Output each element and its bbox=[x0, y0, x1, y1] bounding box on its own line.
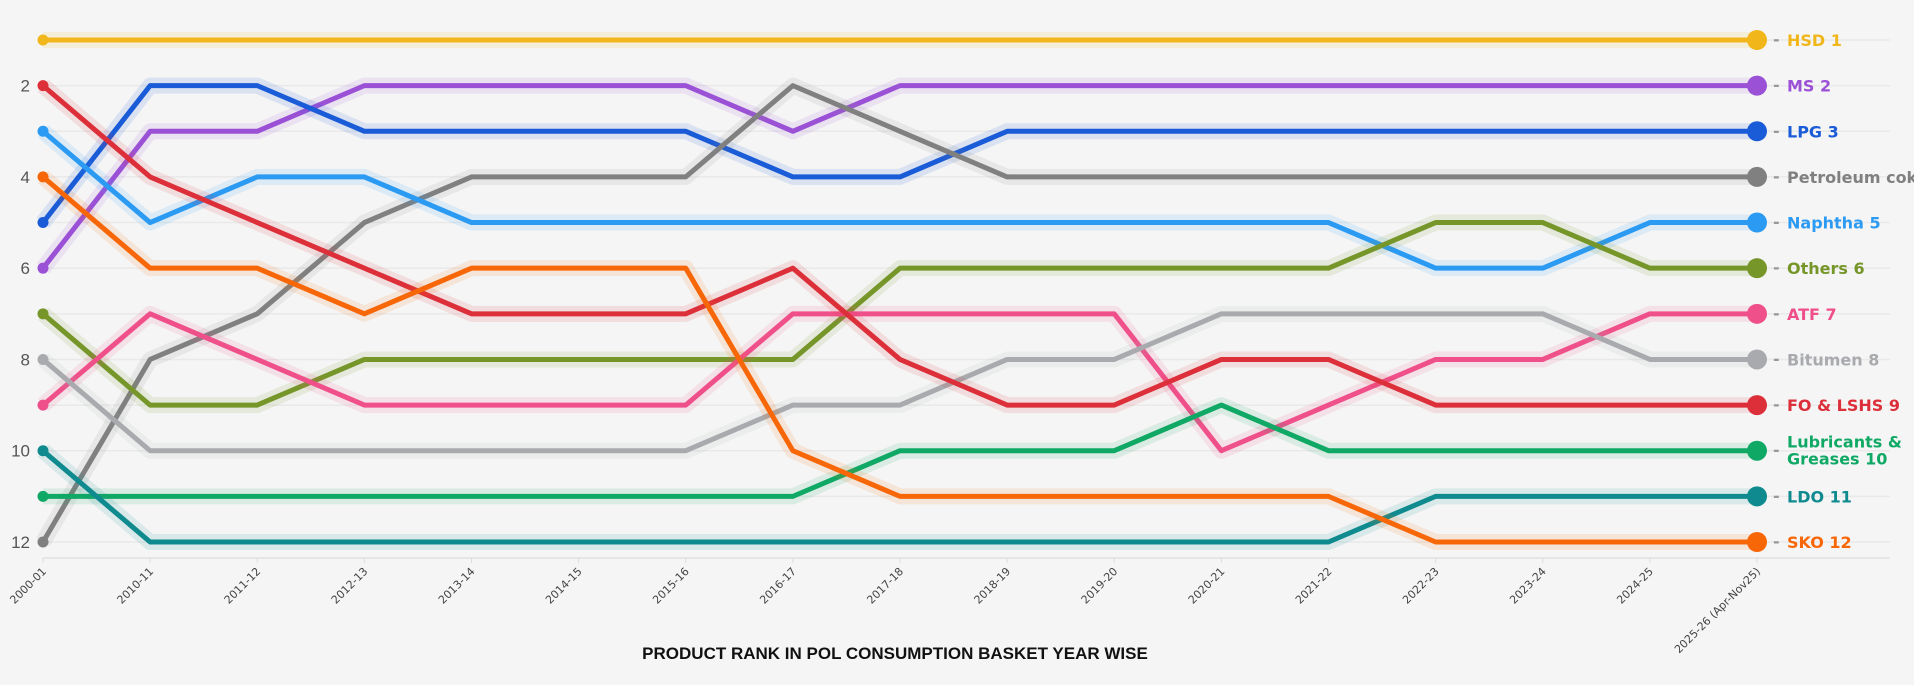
series-fo-lshs bbox=[37, 79, 1767, 416]
start-point bbox=[37, 217, 49, 229]
legend-label: LDO 11 bbox=[1787, 487, 1852, 506]
series-ldo bbox=[37, 444, 1767, 550]
x-tick-label: 2018-19 bbox=[972, 565, 1014, 607]
x-tick-label: 2021-22 bbox=[1293, 565, 1335, 607]
legend-label: HSD 1 bbox=[1787, 31, 1842, 50]
start-point bbox=[37, 34, 49, 46]
legend-label: ATF 7 bbox=[1787, 305, 1837, 324]
series-line bbox=[41, 175, 1757, 545]
x-tick-label: 2024-25 bbox=[1614, 565, 1656, 607]
start-point bbox=[37, 262, 49, 274]
legend-dash: - bbox=[1773, 258, 1780, 277]
legend-dash: - bbox=[1773, 441, 1780, 460]
y-axis: 2 4 6 8 10 12 bbox=[11, 77, 30, 552]
end-point bbox=[1747, 121, 1767, 142]
x-tick-label: 2022-23 bbox=[1400, 565, 1442, 607]
end-point bbox=[1747, 349, 1767, 370]
x-tick-label: 2011-12 bbox=[222, 565, 264, 607]
series-line bbox=[41, 83, 1757, 408]
x-tick-label: 2013-14 bbox=[436, 565, 478, 607]
legend-label: MS 2 bbox=[1787, 77, 1831, 96]
end-point bbox=[1747, 258, 1767, 279]
x-tick-label: 2012-13 bbox=[329, 565, 371, 607]
y-tick-label: 6 bbox=[21, 259, 30, 278]
series-lpg bbox=[36, 77, 1767, 229]
start-point bbox=[37, 399, 49, 411]
x-tick-label: 2019-20 bbox=[1079, 565, 1121, 607]
series-bitumen bbox=[37, 305, 1767, 459]
chart-title: PRODUCT RANK IN POL CONSUMPTION BASKET Y… bbox=[642, 644, 1148, 663]
y-tick-label: 2 bbox=[21, 77, 30, 96]
x-tick-label: 2015-16 bbox=[650, 565, 692, 607]
legend-dash: - bbox=[1773, 213, 1780, 232]
legend-label: Others 6 bbox=[1787, 259, 1865, 278]
x-tick-label: 2017-18 bbox=[864, 565, 906, 607]
start-point bbox=[37, 80, 49, 92]
x-tick-label: 2020-21 bbox=[1186, 565, 1228, 607]
start-point bbox=[37, 125, 49, 137]
legend-dash: - bbox=[1773, 532, 1780, 551]
start-point bbox=[37, 490, 49, 502]
legend-dash: - bbox=[1773, 486, 1780, 505]
y-tick-label: 12 bbox=[11, 533, 30, 552]
end-point bbox=[1747, 532, 1767, 552]
y-tick-label: 8 bbox=[21, 350, 30, 369]
series-lubricants-greases bbox=[37, 397, 1767, 505]
legend-dash: - bbox=[1773, 304, 1780, 323]
start-point bbox=[37, 536, 49, 548]
x-tick-label: 2014-15 bbox=[543, 565, 585, 607]
end-point bbox=[1747, 75, 1767, 96]
end-point bbox=[1747, 486, 1767, 507]
series-line bbox=[41, 311, 1757, 454]
legend-label: LPG 3 bbox=[1787, 122, 1839, 141]
series-naphtha bbox=[37, 125, 1767, 277]
series-others bbox=[37, 214, 1767, 414]
end-point bbox=[1747, 166, 1767, 187]
legend-label: Petroleum coke 4 bbox=[1787, 168, 1914, 187]
series-line bbox=[41, 129, 1757, 271]
series-sko bbox=[37, 170, 1767, 552]
series-ms bbox=[36, 75, 1767, 274]
end-labels: -HSD 1-MS 2-LPG 3-Petroleum coke 4-Napht… bbox=[1773, 30, 1914, 552]
start-point bbox=[37, 445, 49, 457]
legend-label: Bitumen 8 bbox=[1787, 350, 1879, 369]
series-line bbox=[41, 83, 1757, 270]
series-atf bbox=[37, 303, 1767, 459]
series-halo bbox=[37, 305, 1757, 459]
legend-label: Lubricants & Greases 10 bbox=[1787, 433, 1902, 469]
x-axis: 2000-01 2010-11 2011-12 2012-13 2013-14 2014-… bbox=[7, 558, 1763, 656]
end-point bbox=[1747, 303, 1767, 324]
x-tick-label: 2000-01 bbox=[7, 565, 49, 607]
end-point bbox=[1747, 395, 1767, 416]
series-line bbox=[41, 311, 1757, 454]
y-tick-label: 4 bbox=[21, 168, 30, 187]
legend-label: Naphtha 5 bbox=[1787, 214, 1881, 233]
x-tick-label: 2010-11 bbox=[115, 565, 157, 607]
y-tick-label: 10 bbox=[11, 442, 30, 461]
start-point bbox=[37, 308, 49, 320]
legend-dash: - bbox=[1773, 349, 1780, 368]
x-tick-label: 2016-17 bbox=[757, 565, 799, 607]
series-line bbox=[41, 220, 1757, 408]
series-lines bbox=[36, 30, 1767, 552]
end-point bbox=[1747, 440, 1767, 461]
legend-dash: - bbox=[1773, 395, 1780, 414]
series-hsd bbox=[37, 30, 1767, 50]
legend-dash: - bbox=[1773, 76, 1780, 95]
x-tick-label: 2023-24 bbox=[1507, 565, 1549, 607]
series-line bbox=[41, 83, 1757, 225]
end-point bbox=[1747, 212, 1767, 233]
series-line bbox=[43, 402, 1757, 499]
legend-label: FO & LSHS 9 bbox=[1787, 396, 1900, 415]
end-point bbox=[1747, 30, 1767, 50]
legend-dash: - bbox=[1773, 30, 1780, 49]
series-line bbox=[41, 448, 1757, 545]
legend-dash: - bbox=[1773, 121, 1780, 140]
x-tick-label: 2025-26 (Apr-Nov25) bbox=[1672, 565, 1763, 656]
legend-label: SKO 12 bbox=[1787, 533, 1852, 552]
legend-dash: - bbox=[1773, 167, 1780, 186]
start-point bbox=[37, 353, 49, 365]
start-point bbox=[37, 171, 49, 183]
